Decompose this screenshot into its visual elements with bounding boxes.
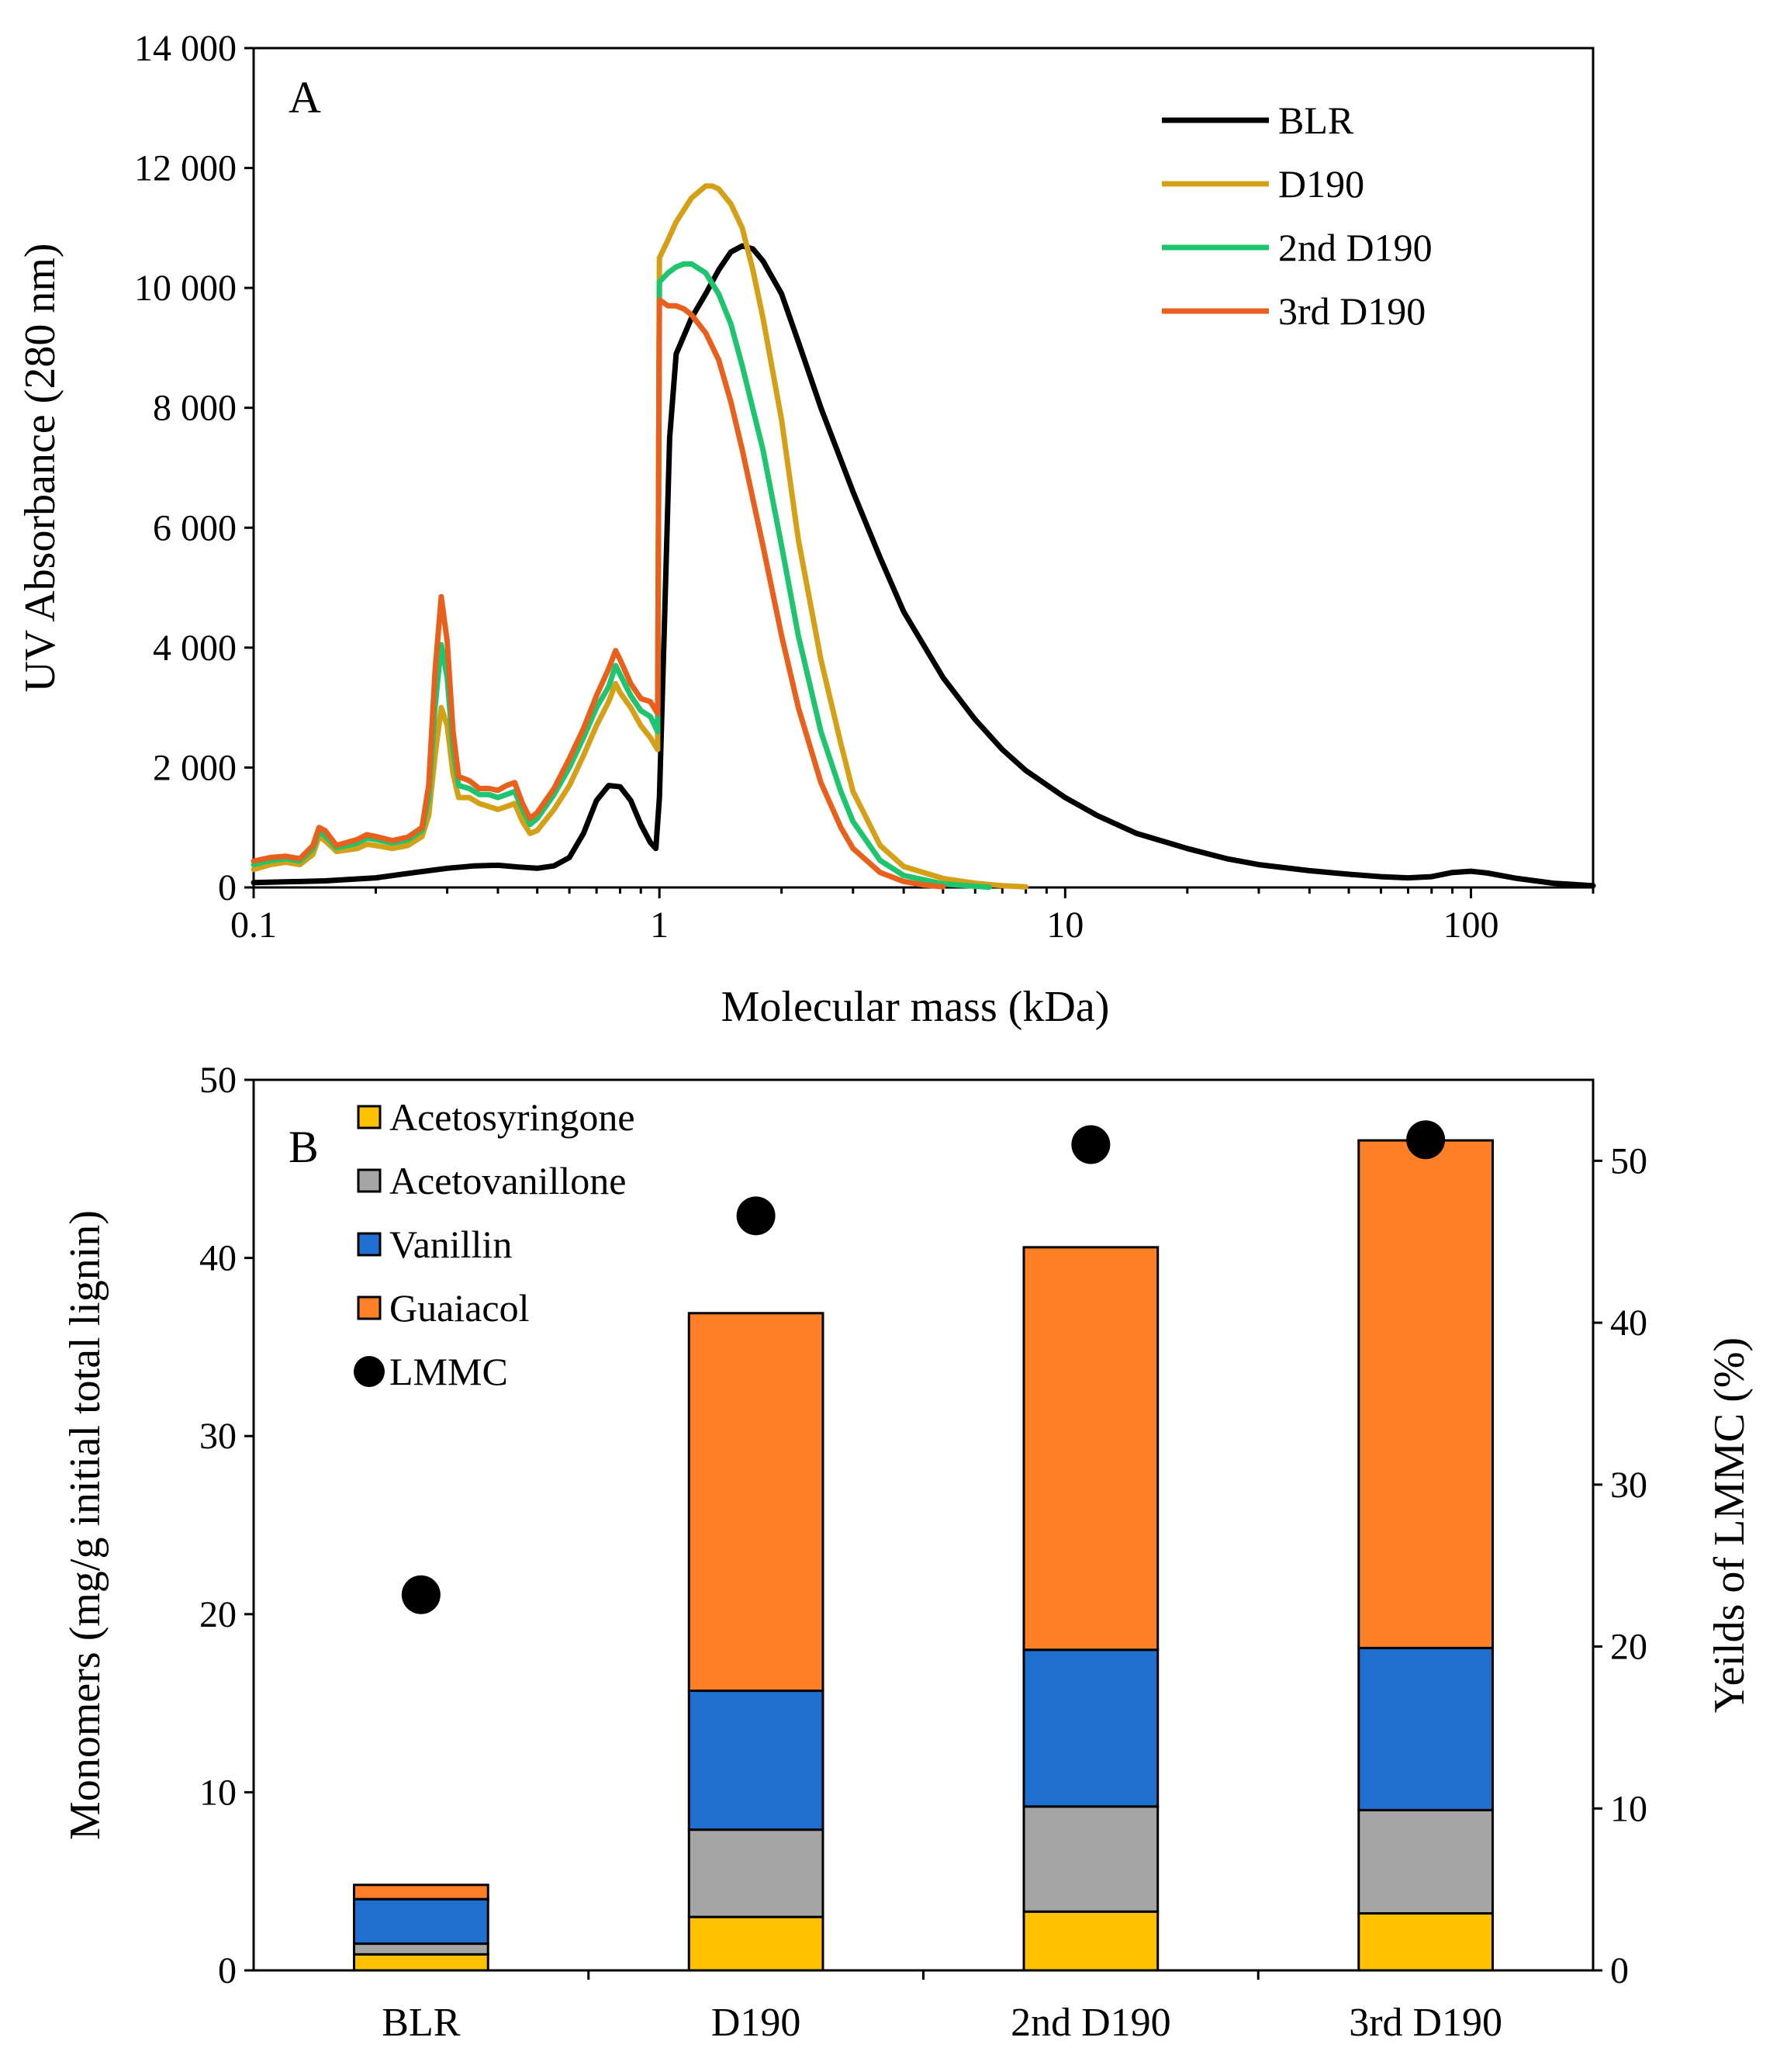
y-axis-title-b: Monomers (mg/g initial total lignin) xyxy=(61,1210,109,1840)
stacked-bars-b xyxy=(353,1139,1494,1972)
x-tick-label: 0.1 xyxy=(230,905,277,946)
x-tick-label: 10 xyxy=(1046,905,1084,946)
legend-label: 2nd D190 xyxy=(1278,226,1433,269)
series-lines-a xyxy=(251,183,1596,891)
series-line-d190 xyxy=(251,183,1029,890)
y-tick-label: 12 000 xyxy=(134,148,237,189)
series-line-3rd-d190 xyxy=(251,297,946,890)
y2-axis-title-b: Yeilds of LMMC (%) xyxy=(1706,1337,1754,1713)
legend-label: BLR xyxy=(1278,99,1354,142)
y-tick-label: 8 000 xyxy=(153,388,237,429)
lmmc-point xyxy=(401,1575,441,1614)
lmmc-point xyxy=(1406,1120,1446,1160)
bar-segment-acetovanillone xyxy=(1022,1805,1160,1913)
series-line-2nd-d190 xyxy=(251,261,992,891)
x-category-label: BLR xyxy=(382,2001,460,2045)
bar-segment-vanillin xyxy=(687,1690,824,1832)
y2-tick-label: 10 xyxy=(1610,1788,1647,1829)
y2-tick-label: 0 xyxy=(1610,1950,1629,1991)
y-tick-label: 20 xyxy=(199,1594,237,1635)
bar-segment-acetosyringone xyxy=(353,1953,489,1972)
legend-label: Acetovanillone xyxy=(389,1159,626,1202)
y-axis-title-a: UV Absorbance (280 nm) xyxy=(16,243,64,692)
legend-label: D190 xyxy=(1278,162,1364,206)
legend-marker xyxy=(354,1356,385,1387)
legend-label: Vanillin xyxy=(389,1223,512,1266)
legend-label: LMMC xyxy=(389,1350,508,1393)
legend-swatch xyxy=(357,1295,382,1320)
bar-segment-acetosyringone xyxy=(1022,1910,1160,1972)
legend-label: Acetosyringone xyxy=(389,1095,635,1139)
bar-segment-acetovanillone xyxy=(1357,1808,1494,1915)
bar-segment-acetosyringone xyxy=(1357,1912,1494,1972)
x-axis-title-a: Molecular mass (kDa) xyxy=(721,983,1110,1031)
y-tick-label: 30 xyxy=(199,1416,237,1457)
x-category-label: D190 xyxy=(711,2001,801,2045)
legend-label: Guaiacol xyxy=(389,1286,529,1330)
y-tick-label: 6 000 xyxy=(153,507,237,548)
y-tick-label: 10 xyxy=(199,1772,237,1813)
y2-tick-label: 40 xyxy=(1610,1302,1647,1344)
y-tick-label: 14 000 xyxy=(134,28,237,69)
bar-segment-acetovanillone xyxy=(687,1828,824,1918)
y-tick-label: 2 000 xyxy=(153,747,237,788)
bar-segment-guaiacol xyxy=(687,1312,824,1693)
legend-swatch xyxy=(357,1168,382,1193)
bar-segment-guaiacol xyxy=(353,1883,489,1901)
x-tick-label: 100 xyxy=(1443,905,1499,946)
x-axis-a: 0.1 1 10 100 xyxy=(230,887,1595,946)
lmmc-point xyxy=(1071,1125,1111,1164)
legend-b: Acetosyringone Acetovanillone Vanillin Guai… xyxy=(354,1095,635,1393)
y2-axis-b: 0 10 20 30 40 50 xyxy=(1593,1140,1647,1991)
series-line-blr xyxy=(251,243,1596,889)
bar-segment-acetosyringone xyxy=(687,1915,824,1972)
x-tick-label: 1 xyxy=(650,905,669,946)
y-tick-label: 10 000 xyxy=(134,268,237,309)
bar-segment-vanillin xyxy=(1022,1648,1160,1808)
y-tick-label: 0 xyxy=(218,867,237,908)
lmmc-points-b xyxy=(401,1120,1446,1614)
panel-b-bar-chart: 0 10 20 30 40 50 0 10 20 30 40 50 BLR D190 2nd D190 3… xyxy=(61,1060,1754,2045)
legend-a: BLR D190 2nd D190 3rd D190 xyxy=(1162,99,1433,333)
bar-segment-vanillin xyxy=(1357,1646,1494,1811)
y2-tick-label: 20 xyxy=(1610,1627,1647,1668)
x-category-label: 3rd D190 xyxy=(1349,2001,1502,2045)
y2-tick-label: 30 xyxy=(1610,1465,1647,1506)
y-axis-a: 0 2 000 4 000 6 000 8 000 10 000 12 000 14 000 xyxy=(134,28,254,908)
y-axis-b: 0 10 20 30 40 50 xyxy=(199,1060,254,1991)
y2-tick-label: 50 xyxy=(1610,1140,1647,1181)
y-tick-label: 0 xyxy=(218,1950,237,1991)
bar-segment-guaiacol xyxy=(1022,1246,1160,1652)
y-tick-label: 50 xyxy=(199,1060,237,1101)
lmmc-point xyxy=(736,1196,776,1236)
bar-segment-vanillin xyxy=(353,1897,489,1946)
panel-label-b: B xyxy=(289,1122,319,1172)
bar-segment-guaiacol xyxy=(1357,1139,1494,1649)
legend-label: 3rd D190 xyxy=(1278,289,1426,333)
y-tick-label: 4 000 xyxy=(153,628,237,669)
x-axis-b: BLR D190 2nd D190 3rd D190 xyxy=(382,1970,1502,2045)
legend-swatch xyxy=(357,1232,382,1257)
bar-segment-acetovanillone xyxy=(353,1942,489,1956)
y-tick-label: 40 xyxy=(199,1238,237,1279)
legend-swatch xyxy=(357,1105,382,1129)
panel-label-a: A xyxy=(289,72,321,123)
x-category-label: 2nd D190 xyxy=(1011,2001,1171,2045)
